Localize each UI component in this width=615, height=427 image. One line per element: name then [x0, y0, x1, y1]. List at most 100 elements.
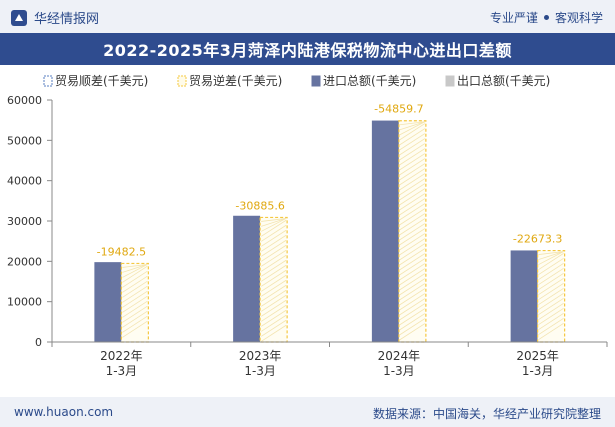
- hatch-line: [399, 293, 426, 311]
- data-label-3: -22673.3: [513, 233, 562, 246]
- hatch-line: [399, 238, 426, 256]
- hatch-line: [538, 288, 564, 305]
- hatch-line: [538, 283, 564, 300]
- data-label-0: -19482.5: [97, 245, 146, 258]
- hatch-line: [260, 254, 287, 272]
- hatch-line: [399, 133, 426, 151]
- hatch-line: [260, 294, 287, 312]
- hatch-line: [260, 304, 287, 322]
- bar-deficit-hatch-1: [260, 218, 287, 342]
- hatch-line: [260, 269, 287, 287]
- hatch-line: [260, 244, 287, 262]
- legend-label-1: 贸易逆差(千美元): [189, 73, 282, 88]
- hatch-line: [261, 218, 287, 222]
- hatch-line: [122, 305, 148, 323]
- hatch-line: [538, 268, 564, 285]
- hatch-line: [260, 299, 287, 317]
- hatch-line: [260, 218, 287, 232]
- hatch-line: [122, 264, 148, 278]
- hatch-line: [260, 289, 287, 307]
- hatch-line: [399, 318, 426, 336]
- hatch-line: [399, 138, 426, 156]
- tagline-left: 专业严谨: [489, 11, 538, 25]
- bar-deficit-hatch-3: [538, 251, 564, 340]
- hatch-line: [399, 123, 426, 141]
- hatch-line: [399, 308, 426, 326]
- hatch-line: [538, 298, 564, 315]
- data-label-2: -54859.7: [374, 103, 423, 116]
- hatch-line: [260, 324, 287, 342]
- hatch-line: [399, 278, 426, 296]
- hatch-line: [260, 319, 287, 337]
- hatch-line: [399, 143, 426, 161]
- x-axis: 2022年 1-3月 2023年 1-3月 2024年 1-3月 2025年 1-3月: [51, 341, 608, 378]
- data-label-1: -30885.6: [235, 199, 284, 212]
- hatch-line: [399, 148, 426, 166]
- legend: 贸易顺差(千美元) 贸易逆差(千美元) 进口总额(千美元) 出口总额(千美元): [43, 73, 550, 88]
- chart-area: 贸易顺差(千美元) 贸易逆差(千美元) 进口总额(千美元) 出口总额(千美元) 0 10…: [7, 73, 608, 378]
- hatch-line: [399, 213, 426, 231]
- dot-icon: [543, 15, 549, 20]
- hatch-line: [260, 274, 287, 292]
- hatch-line: [538, 323, 564, 340]
- hatch-line: [538, 251, 564, 265]
- tagline: 专业严谨 客观科学: [490, 9, 603, 26]
- hatch-line: [399, 121, 425, 126]
- logo-icon: [11, 9, 27, 26]
- bar-import-1: [233, 215, 261, 342]
- bar-deficit-hatch-2: [399, 121, 426, 341]
- legend-label-2: 进口总额(千美元): [323, 74, 416, 88]
- legend-swatch-3: [445, 75, 455, 87]
- hatch-line: [538, 318, 564, 335]
- hatch-line: [399, 121, 426, 136]
- hatch-line: [538, 273, 564, 290]
- hatch-line: [399, 178, 426, 196]
- footer-website: www.huaon.com: [14, 405, 114, 419]
- hatch-line: [399, 313, 426, 331]
- hatch-line: [538, 308, 564, 325]
- hatch-line: [399, 303, 426, 321]
- hatch-line: [399, 168, 426, 186]
- hatch-line: [399, 198, 426, 216]
- hatch-line: [399, 233, 426, 251]
- hatch-line: [538, 278, 564, 295]
- hatch-line: [399, 158, 426, 176]
- hatch-line: [260, 249, 287, 267]
- hatch-line: [538, 303, 564, 320]
- hatch-line: [399, 121, 425, 131]
- hatch-line: [399, 248, 426, 266]
- legend-swatch-1: [177, 75, 187, 87]
- legend-swatch-0: [43, 75, 53, 87]
- hatch-line: [399, 273, 426, 291]
- hatch-line: [399, 128, 426, 146]
- hatch-line: [399, 253, 426, 271]
- hatch-line: [538, 251, 564, 255]
- legend-swatch-2: [311, 75, 321, 87]
- hatch-line: [538, 293, 564, 310]
- hatch-line: [399, 263, 426, 281]
- y-tick-label-1: 10000: [7, 296, 42, 309]
- hatch-line: [399, 183, 426, 201]
- hatch-line: [261, 218, 287, 227]
- top-bar: 华经情报网 专业严谨 客观科学: [0, 0, 615, 33]
- bar-deficit-hatch-0: [122, 264, 148, 338]
- y-axis: 0 10000 20000 30000 40000 50000 60000: [7, 94, 53, 349]
- hatch-line: [399, 223, 426, 241]
- hatch-line: [122, 275, 148, 293]
- hatch-line: [122, 320, 148, 338]
- hatch-line: [399, 298, 426, 316]
- y-tick-label-6: 60000: [7, 94, 42, 107]
- hatch-line: [538, 258, 564, 275]
- hatch-line: [122, 310, 148, 328]
- hatch-line: [399, 283, 426, 301]
- hatch-line: [399, 208, 426, 226]
- hatch-line: [538, 251, 564, 260]
- hatch-line: [399, 193, 426, 211]
- hatch-line: [122, 290, 148, 308]
- hatch-line: [260, 224, 287, 242]
- hatch-line: [538, 313, 564, 330]
- hatch-line: [122, 264, 148, 268]
- hatch-line: [260, 264, 287, 282]
- hatch-line: [122, 264, 148, 273]
